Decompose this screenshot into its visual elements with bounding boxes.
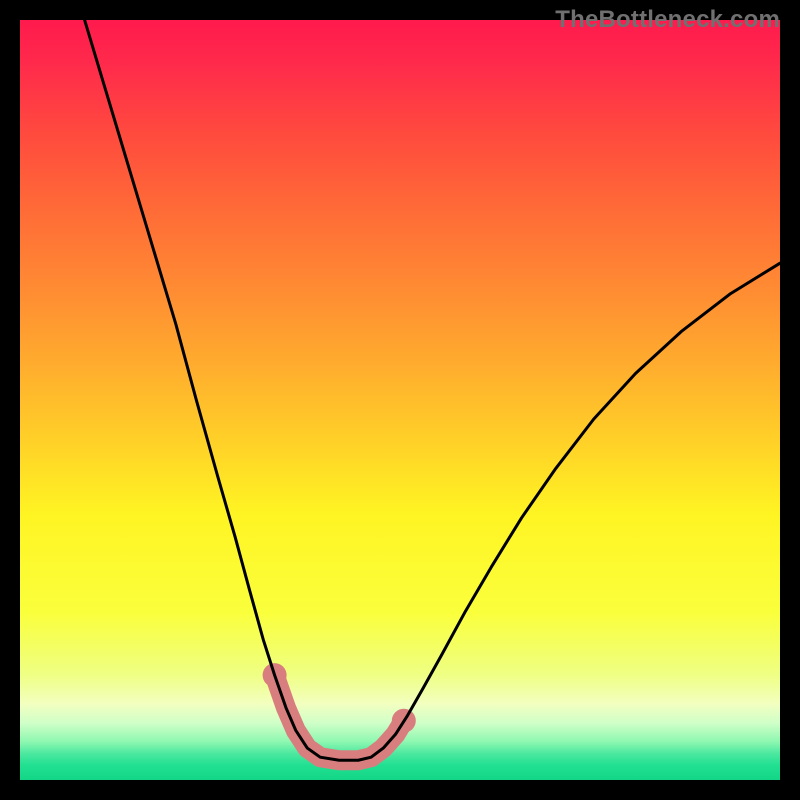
- chart-root: TheBottleneck.com: [0, 0, 800, 800]
- chart-svg: [0, 0, 800, 800]
- gradient-background: [20, 20, 780, 780]
- watermark-text: TheBottleneck.com: [555, 6, 780, 34]
